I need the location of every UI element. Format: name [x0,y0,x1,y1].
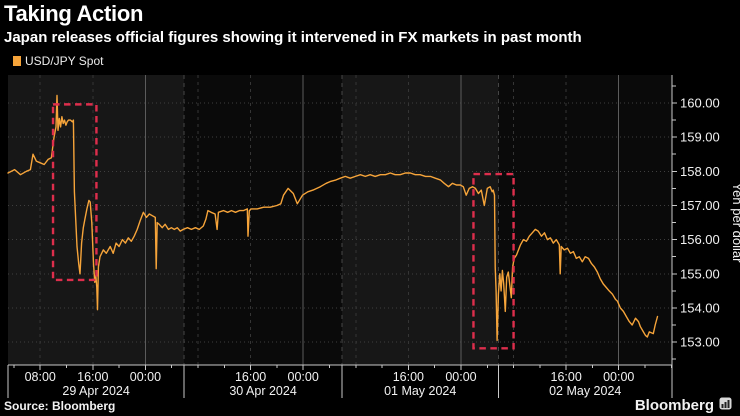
y-tick-label: 153.00 [680,335,720,350]
chart-subtitle: Japan releases official figures showing … [4,29,582,46]
x-tick-label: 08:00 [25,370,56,384]
date-label: 02 May 2024 [549,384,621,398]
date-label: 29 Apr 2024 [62,384,129,398]
x-tick-label: 16:00 [77,370,108,384]
x-tick-label: 16:00 [393,370,424,384]
y-tick-label: 158.00 [680,164,720,179]
price-line [7,94,659,342]
day-band [184,75,342,365]
date-label: 01 May 2024 [384,384,456,398]
legend-label: USD/JPY Spot [25,54,104,68]
y-tick-label: 157.00 [680,198,720,213]
day-band [341,75,499,365]
y-tick-label: 154.00 [680,300,720,315]
y-tick-label: 156.00 [680,232,720,247]
x-tick-label: 16:00 [551,370,582,384]
legend-swatch-icon [13,56,21,66]
x-tick-label: 00:00 [445,370,476,384]
y-tick-label: 155.00 [680,266,720,281]
x-tick-label: 16:00 [235,370,266,384]
bloomberg-logo-icon [719,397,732,414]
y-tick-label: 159.00 [680,130,720,145]
date-label: 30 Apr 2024 [229,384,296,398]
day-band [498,75,672,365]
source-note: Source: Bloomberg [4,399,116,413]
intervention-box [472,172,515,350]
y-tick-label: 160.00 [680,96,720,111]
legend: USD/JPY Spot [13,54,103,68]
y-axis-title: Yen per dollar [730,183,740,263]
x-tick-label: 00:00 [288,370,319,384]
bloomberg-brand-text: Bloomberg [634,397,714,414]
bloomberg-wordmark: Bloomberg [635,397,732,414]
x-tick-label: 00:00 [603,370,634,384]
x-tick-label: 00:00 [130,370,161,384]
chart-title: Taking Action [4,1,144,26]
